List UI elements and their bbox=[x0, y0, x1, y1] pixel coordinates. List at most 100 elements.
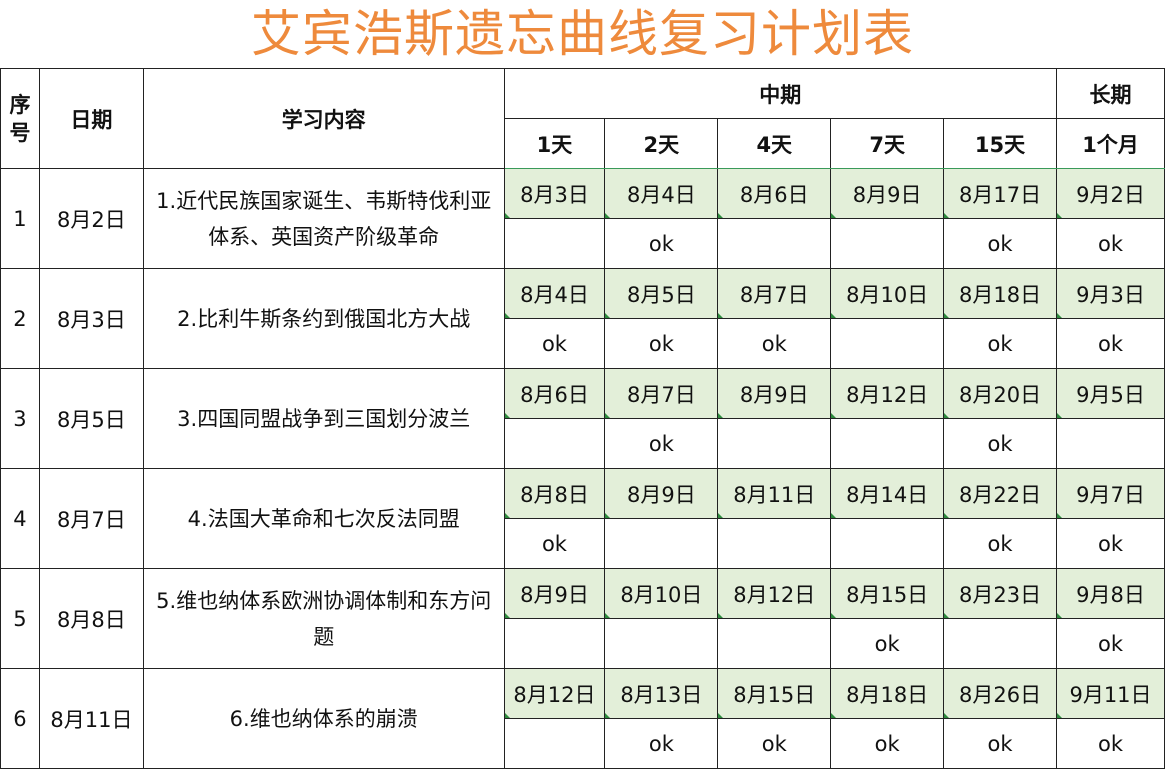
review-date-cell[interactable]: 8月15日 bbox=[830, 568, 945, 619]
review-check-cell[interactable] bbox=[604, 618, 719, 669]
content-cell[interactable]: 1.近代民族国家诞生、韦斯特伐利亚体系、英国资产阶级革命 bbox=[142, 168, 505, 269]
review-check-cell[interactable]: ok bbox=[604, 318, 719, 369]
study-date-cell[interactable]: 8月7日 bbox=[38, 468, 144, 569]
review-check-cell[interactable]: ok bbox=[717, 718, 832, 769]
review-date-cell[interactable]: 8月14日 bbox=[830, 468, 945, 519]
content-cell[interactable]: 2.比利牛斯条约到俄国北方大战 bbox=[142, 268, 505, 369]
review-check-cell[interactable] bbox=[717, 218, 832, 269]
review-date-cell[interactable]: 8月10日 bbox=[604, 568, 719, 619]
seq-cell[interactable]: 4 bbox=[0, 468, 40, 569]
header-long-term[interactable]: 长期 bbox=[1056, 68, 1165, 119]
review-date-cell[interactable]: 8月10日 bbox=[830, 268, 945, 319]
review-date-cell[interactable]: 8月9日 bbox=[604, 468, 719, 519]
review-check-cell[interactable]: ok bbox=[604, 218, 719, 269]
review-date-cell[interactable]: 8月3日 bbox=[503, 168, 606, 219]
header-interval[interactable]: 7天 bbox=[830, 118, 945, 169]
study-date-cell[interactable]: 8月3日 bbox=[38, 268, 144, 369]
review-check-cell[interactable] bbox=[830, 218, 945, 269]
review-date-cell[interactable]: 8月6日 bbox=[717, 168, 832, 219]
review-check-cell[interactable] bbox=[604, 518, 719, 569]
seq-cell[interactable]: 1 bbox=[0, 168, 40, 269]
review-check-cell[interactable]: ok bbox=[943, 218, 1057, 269]
review-check-cell[interactable]: ok bbox=[943, 718, 1057, 769]
review-date-cell[interactable]: 8月18日 bbox=[830, 668, 945, 719]
review-check-cell[interactable] bbox=[943, 618, 1057, 669]
review-check-cell[interactable] bbox=[830, 518, 945, 569]
header-date[interactable]: 日期 bbox=[38, 68, 144, 169]
review-check-cell[interactable] bbox=[1056, 418, 1165, 469]
review-check-cell[interactable]: ok bbox=[1056, 218, 1165, 269]
review-date-cell[interactable]: 9月7日 bbox=[1056, 468, 1165, 519]
review-check-cell[interactable]: ok bbox=[830, 618, 945, 669]
review-date-cell[interactable]: 8月12日 bbox=[503, 668, 606, 719]
review-date-cell[interactable]: 9月3日 bbox=[1056, 268, 1165, 319]
review-date-cell[interactable]: 8月4日 bbox=[503, 268, 606, 319]
review-date-cell[interactable]: 8月12日 bbox=[830, 368, 945, 419]
review-check-cell[interactable]: ok bbox=[503, 318, 606, 369]
review-date-cell[interactable]: 8月23日 bbox=[943, 568, 1057, 619]
review-date-cell[interactable]: 8月5日 bbox=[604, 268, 719, 319]
review-check-cell[interactable] bbox=[717, 618, 832, 669]
review-date-cell[interactable]: 8月22日 bbox=[943, 468, 1057, 519]
review-check-cell[interactable] bbox=[830, 418, 945, 469]
seq-cell[interactable]: 2 bbox=[0, 268, 40, 369]
review-check-cell[interactable]: ok bbox=[503, 518, 606, 569]
review-date-cell[interactable]: 9月5日 bbox=[1056, 368, 1165, 419]
header-interval[interactable]: 1天 bbox=[503, 118, 606, 169]
review-check-cell[interactable] bbox=[503, 218, 606, 269]
review-date-cell[interactable]: 8月11日 bbox=[717, 468, 832, 519]
content-cell[interactable]: 4.法国大革命和七次反法同盟 bbox=[142, 468, 505, 569]
review-date-cell[interactable]: 8月20日 bbox=[943, 368, 1057, 419]
review-check-cell[interactable] bbox=[717, 518, 832, 569]
review-check-cell[interactable]: ok bbox=[604, 418, 719, 469]
review-check-cell[interactable]: ok bbox=[943, 318, 1057, 369]
review-date-cell[interactable]: 8月7日 bbox=[717, 268, 832, 319]
review-date-cell[interactable]: 8月12日 bbox=[717, 568, 832, 619]
header-seq[interactable]: 序 号 bbox=[0, 68, 40, 169]
study-date-cell[interactable]: 8月2日 bbox=[38, 168, 144, 269]
content-cell[interactable]: 3.四国同盟战争到三国划分波兰 bbox=[142, 368, 505, 469]
review-check-cell[interactable] bbox=[717, 418, 832, 469]
seq-cell[interactable]: 3 bbox=[0, 368, 40, 469]
review-date-cell[interactable]: 8月9日 bbox=[717, 368, 832, 419]
review-date-cell[interactable]: 8月4日 bbox=[604, 168, 719, 219]
review-check-cell[interactable]: ok bbox=[830, 718, 945, 769]
review-date-cell[interactable]: 8月6日 bbox=[503, 368, 606, 419]
header-interval[interactable]: 15天 bbox=[943, 118, 1057, 169]
header-interval[interactable]: 1个月 bbox=[1056, 118, 1165, 169]
review-check-cell[interactable]: ok bbox=[943, 518, 1057, 569]
review-check-cell[interactable] bbox=[503, 618, 606, 669]
header-content[interactable]: 学习内容 bbox=[142, 68, 505, 169]
review-check-cell[interactable] bbox=[503, 418, 606, 469]
review-date-cell[interactable]: 8月9日 bbox=[503, 568, 606, 619]
seq-cell[interactable]: 6 bbox=[0, 668, 40, 769]
study-date-cell[interactable]: 8月11日 bbox=[38, 668, 144, 769]
review-date-cell[interactable]: 8月15日 bbox=[717, 668, 832, 719]
header-mid-term[interactable]: 中期 bbox=[503, 68, 1058, 119]
review-check-cell[interactable]: ok bbox=[943, 418, 1057, 469]
study-date-cell[interactable]: 8月5日 bbox=[38, 368, 144, 469]
header-interval[interactable]: 2天 bbox=[604, 118, 719, 169]
review-date-cell[interactable]: 8月17日 bbox=[943, 168, 1057, 219]
review-date-cell[interactable]: 9月11日 bbox=[1056, 668, 1165, 719]
study-date-cell[interactable]: 8月8日 bbox=[38, 568, 144, 669]
review-date-cell[interactable]: 9月8日 bbox=[1056, 568, 1165, 619]
review-check-cell[interactable] bbox=[503, 718, 606, 769]
review-check-cell[interactable]: ok bbox=[1056, 518, 1165, 569]
review-date-cell[interactable]: 8月8日 bbox=[503, 468, 606, 519]
seq-cell[interactable]: 5 bbox=[0, 568, 40, 669]
review-date-cell[interactable]: 8月9日 bbox=[830, 168, 945, 219]
review-date-cell[interactable]: 8月7日 bbox=[604, 368, 719, 419]
review-check-cell[interactable]: ok bbox=[717, 318, 832, 369]
header-interval[interactable]: 4天 bbox=[717, 118, 832, 169]
review-date-cell[interactable]: 8月26日 bbox=[943, 668, 1057, 719]
review-check-cell[interactable]: ok bbox=[604, 718, 719, 769]
content-cell[interactable]: 5.维也纳体系欧洲协调体制和东方问题 bbox=[142, 568, 505, 669]
review-date-cell[interactable]: 8月13日 bbox=[604, 668, 719, 719]
content-cell[interactable]: 6.维也纳体系的崩溃 bbox=[142, 668, 505, 769]
review-check-cell[interactable]: ok bbox=[1056, 318, 1165, 369]
review-check-cell[interactable]: ok bbox=[1056, 718, 1165, 769]
review-check-cell[interactable] bbox=[830, 318, 945, 369]
review-date-cell[interactable]: 8月18日 bbox=[943, 268, 1057, 319]
review-check-cell[interactable]: ok bbox=[1056, 618, 1165, 669]
